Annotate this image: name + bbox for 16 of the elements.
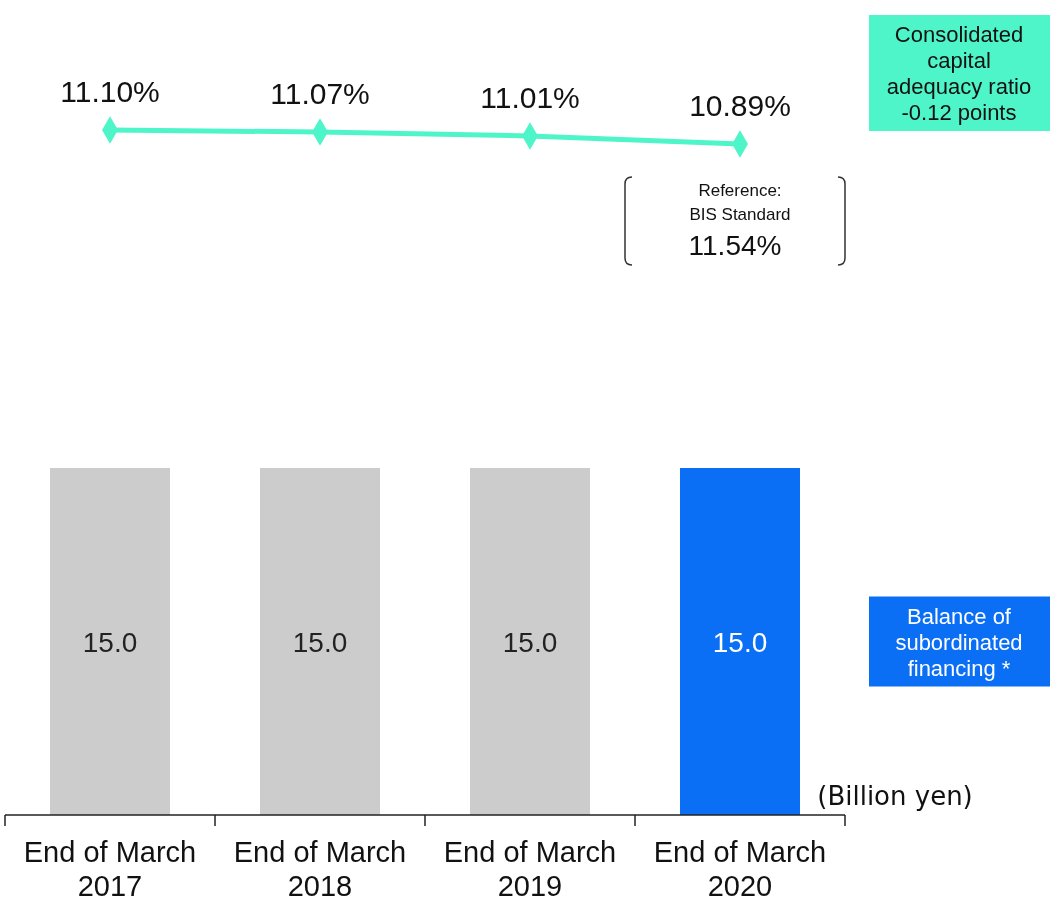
- x-tick-label: End of March 2017: [23, 836, 197, 902]
- data-label: 15.0: [292, 626, 348, 658]
- data-label: 10.89%: [689, 89, 791, 122]
- data-label: 11.01%: [480, 81, 580, 114]
- data-label: 15.0: [712, 626, 768, 658]
- text: Reference: BIS Standard 11.54%: [688, 181, 791, 261]
- x-tick-label: End of March 2018: [233, 836, 407, 902]
- text: Balance of subordinated financing *: [895, 603, 1023, 681]
- data-label: 15.0: [502, 626, 558, 658]
- x-tick-label: End of March 2020: [653, 836, 827, 902]
- data-label: 11.10%: [60, 75, 160, 108]
- annotation: (Billion yen): [817, 781, 973, 811]
- text: Consolidated capital adequacy ratio -0.12 points: [886, 22, 1032, 125]
- data-label: 15.0: [82, 626, 138, 658]
- x-tick-label: End of March 2019: [443, 836, 617, 902]
- data-label: 11.07%: [270, 77, 370, 110]
